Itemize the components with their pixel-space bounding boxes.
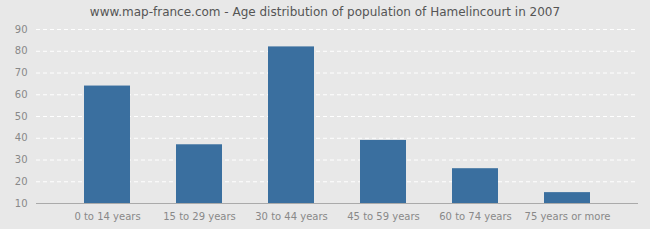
svg-text:80: 80	[15, 45, 28, 56]
svg-text:0 to 14 years: 0 to 14 years	[74, 211, 140, 222]
svg-text:30 to 44 years: 30 to 44 years	[255, 211, 328, 222]
svg-text:20: 20	[15, 176, 28, 187]
svg-text:60 to 74 years: 60 to 74 years	[439, 211, 512, 222]
svg-text:15 to 29 years: 15 to 29 years	[163, 211, 236, 222]
svg-text:90: 90	[15, 24, 28, 35]
svg-text:40: 40	[15, 132, 28, 143]
svg-text:45 to 59 years: 45 to 59 years	[347, 211, 420, 222]
html-text:www.map-france.com - Age distr: www.map-france.com - Age distribution of…	[89, 5, 561, 19]
svg-text:70: 70	[15, 67, 28, 78]
svg-text:50: 50	[15, 111, 28, 122]
svg-text:60: 60	[15, 89, 28, 100]
svg-text:30: 30	[15, 154, 28, 165]
svg-text:75 years or more: 75 years or more	[525, 211, 611, 222]
svg-text:10: 10	[15, 198, 28, 209]
